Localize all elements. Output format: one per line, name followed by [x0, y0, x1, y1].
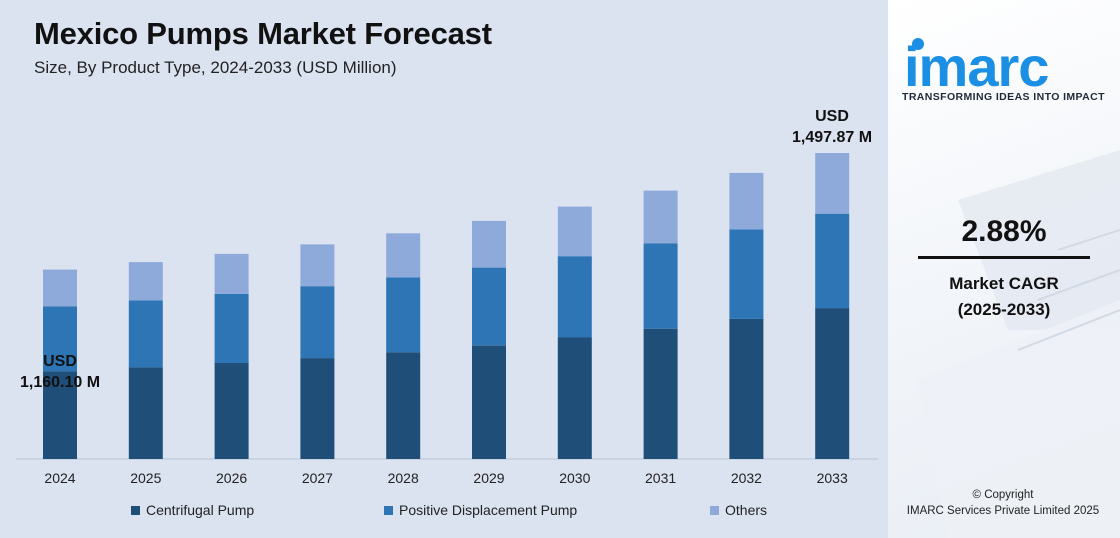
bar-centrifugal-pump-2030	[557, 337, 592, 459]
stacked-bar-chart: 2024 2025 2026 2027 2028 2029 2030 2031 2032 2033…	[16, 108, 878, 486]
copyright-line1: © Copyright	[972, 489, 1034, 501]
logo-wordmark: imarc	[904, 35, 1048, 98]
bar-centrifugal-pump-2027	[300, 358, 335, 459]
legend-swatch-centrifugal	[131, 505, 140, 515]
legend-label-centrifugal: Centrifugal Pump	[146, 502, 255, 518]
end-currency-label: USD	[815, 108, 849, 125]
bar-centrifugal-pump-2029	[472, 345, 506, 459]
bar-positive-displacement-pump-2032	[729, 229, 764, 319]
imarc-logo: imarc	[904, 35, 1049, 98]
x-tick-label-2032: 2032	[731, 470, 762, 486]
bar-centrifugal-pump-2033	[815, 308, 850, 459]
legend-item-others: Others	[710, 502, 767, 518]
start-currency-label: USD	[43, 353, 77, 370]
x-tick-label-2031: 2031	[645, 470, 676, 486]
legend-swatch-others	[710, 505, 719, 515]
chart-subtitle: Size, By Product Type, 2024-2033 (USD Mi…	[34, 58, 397, 77]
bar-centrifugal-pump-2032	[729, 318, 764, 459]
legend-item-centrifugal: Centrifugal Pump	[131, 502, 254, 518]
bar-others-2032	[729, 172, 764, 230]
x-tick-label-2025: 2025	[130, 470, 161, 486]
bar-positive-displacement-pump-2026	[214, 293, 249, 363]
bar-others-2024	[43, 269, 77, 307]
bar-positive-displacement-pump-2031	[643, 243, 678, 329]
x-tick-label-2026: 2026	[216, 470, 247, 486]
copyright-notice: © Copyright IMARC Services Private Limit…	[893, 487, 1113, 519]
cagr-label-line2: (2025-2033)	[957, 300, 1051, 319]
bar-others-2028	[386, 233, 421, 278]
bar-positive-displacement-pump-2028	[386, 277, 421, 353]
bar-centrifugal-pump-2025	[128, 367, 163, 459]
cagr-divider	[918, 256, 1090, 259]
bar-centrifugal-pump-2028	[386, 352, 421, 459]
bar-positive-displacement-pump-2027	[300, 286, 335, 358]
bar-positive-displacement-pump-2029	[472, 267, 506, 346]
cagr-label: Market CAGR (2025-2033)	[918, 271, 1090, 323]
brand-tagline: TRANSFORMING IDEAS INTO IMPACT	[902, 91, 1105, 103]
side-panel	[888, 0, 1120, 538]
x-tick-label-2029: 2029	[473, 470, 504, 486]
legend-label-others: Others	[725, 502, 768, 518]
legend-label-positive-displacement: Positive Displacement Pump	[399, 502, 578, 518]
x-tick-label-2033: 2033	[817, 470, 848, 486]
bar-positive-displacement-pump-2033	[815, 213, 850, 309]
chart-title: Mexico Pumps Market Forecast	[34, 16, 492, 51]
bar-others-2029	[472, 220, 506, 268]
bar-others-2027	[300, 244, 335, 287]
cagr-label-line1: Market CAGR	[949, 274, 1059, 293]
bar-others-2031	[643, 190, 678, 244]
bar-others-2030	[557, 206, 592, 257]
bar-centrifugal-pump-2031	[643, 328, 678, 459]
bars-group	[43, 153, 850, 459]
x-tick-label-2030: 2030	[559, 470, 590, 486]
chart-panel: Mexico Pumps Market Forecast Size, By Pr…	[0, 0, 888, 538]
background-decoration	[918, 150, 1120, 538]
x-tick-label-2027: 2027	[302, 470, 333, 486]
bar-others-2026	[214, 253, 249, 294]
bar-centrifugal-pump-2026	[214, 363, 249, 459]
bar-others-2025	[128, 262, 163, 301]
copyright-line2: IMARC Services Private Limited 2025	[906, 505, 1100, 517]
bar-centrifugal-pump-2024	[43, 371, 77, 459]
cagr-value: 2.88%	[961, 215, 1047, 248]
bar-others-2033	[815, 153, 850, 214]
x-tick-labels-group: 2024 2025 2026 2027 2028 2029 2030 2031 2032 2033	[44, 470, 848, 486]
legend-swatch-positive-displacement	[384, 505, 393, 515]
bar-positive-displacement-pump-2030	[557, 256, 592, 338]
start-value-label: 1,160.10 M	[20, 374, 100, 391]
legend-item-positive-displacement: Positive Displacement Pump	[384, 502, 577, 518]
bar-positive-displacement-pump-2024	[43, 306, 77, 372]
bar-positive-displacement-pump-2025	[128, 300, 163, 368]
end-value-label: 1,497.87 M	[792, 129, 872, 146]
x-tick-label-2028: 2028	[388, 470, 419, 486]
x-tick-label-2024: 2024	[44, 470, 75, 486]
